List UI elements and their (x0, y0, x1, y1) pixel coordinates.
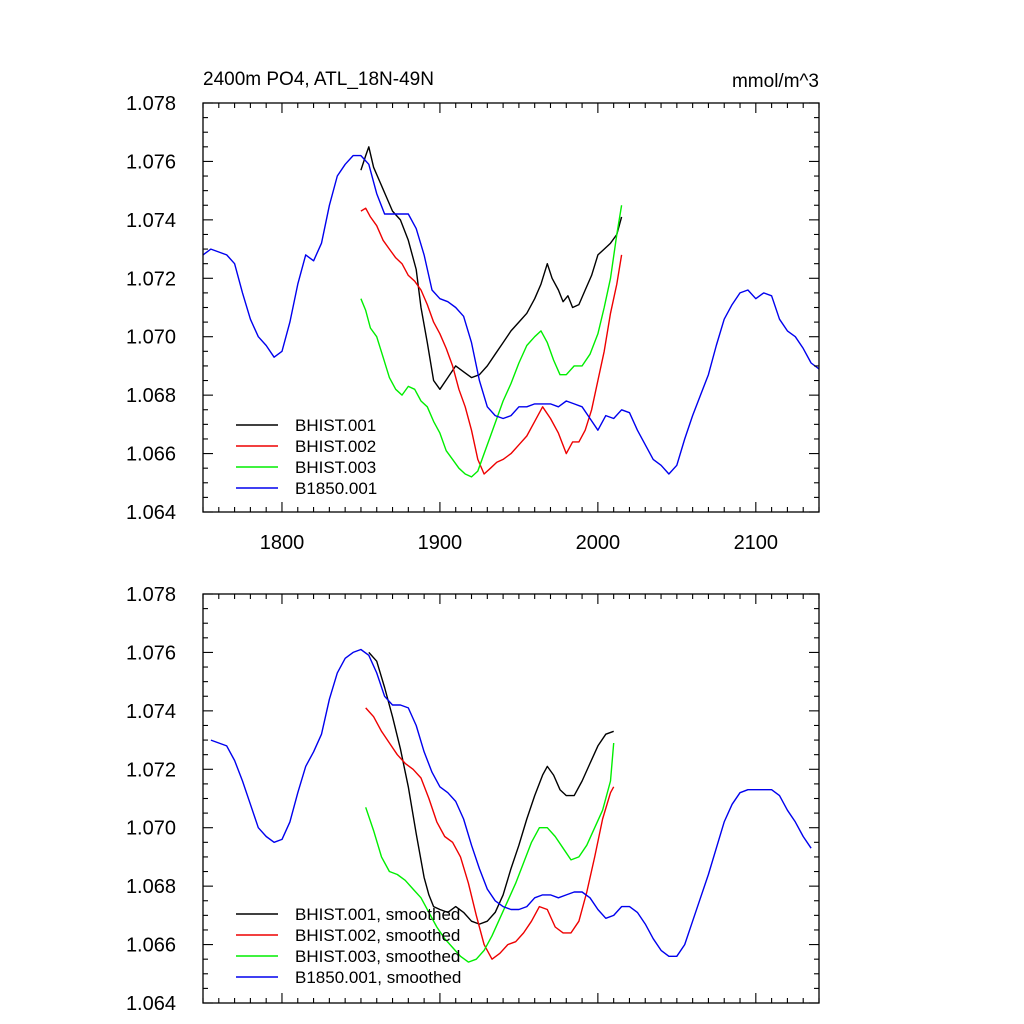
series-layer (210, 648, 812, 963)
y-tick-label: 1.068 (126, 385, 176, 407)
axes-layer: 1.064 1.066 1.068 1.070 1.072 1.074 1.076 1.078 (126, 584, 820, 1015)
x-tick-label: 2000 (576, 532, 621, 554)
series-layer (202, 146, 820, 478)
series-line-bhist-002 (360, 207, 623, 475)
units-label: mmol/m^3 (732, 71, 819, 92)
axes-layer: 1800 1900 2000 2100 1.064 1.066 1.068 1.070 1.07… (126, 93, 820, 554)
series-line-bhist-001 (360, 146, 623, 390)
y-tick-label: 1.072 (126, 759, 176, 781)
x-tick-label: 2100 (734, 532, 779, 554)
series-line-bhist-001-smoothed (368, 651, 614, 925)
legend-label-b1850-001-smoothed: B1850.001, smoothed (295, 968, 461, 987)
y-tick-label: 1.076 (126, 151, 176, 173)
y-tick-label: 1.074 (126, 701, 176, 723)
y-tick-label: 1.070 (126, 818, 176, 840)
bottom-panel: 1.064 1.066 1.068 1.070 1.072 1.074 1.076 1.078… (126, 584, 820, 1015)
y-tick-label: 1.064 (126, 502, 176, 524)
legend-label-bhist-003: BHIST.003 (295, 458, 376, 477)
legend: BHIST.001 BHIST.002 BHIST.003 B1850.001 (236, 416, 377, 498)
y-tick-label: 1.074 (126, 210, 176, 232)
legend-label-bhist-003-smoothed: BHIST.003, smoothed (295, 947, 460, 966)
series-line-bhist-003 (360, 205, 623, 478)
top-panel: 2400m PO4, ATL_18N-49N mmol/m^3 1800 1900… (126, 69, 820, 554)
legend-label-bhist-002-smoothed: BHIST.002, smoothed (295, 926, 460, 945)
legend-label-b1850-001: B1850.001 (295, 479, 377, 498)
y-tick-label: 1.078 (126, 93, 176, 115)
y-tick-label: 1.068 (126, 876, 176, 898)
y-tick-label: 1.066 (126, 935, 176, 957)
series-line-b1850-001 (202, 154, 820, 475)
series-line-bhist-003-smoothed (365, 742, 615, 963)
y-tick-label: 1.070 (126, 327, 176, 349)
series-line-b1850-001-smoothed (210, 648, 812, 957)
legend: BHIST.001, smoothed BHIST.002, smoothed BH… (236, 905, 461, 987)
y-tick-label: 1.064 (126, 993, 176, 1015)
legend-label-bhist-001-smoothed: BHIST.001, smoothed (295, 905, 460, 924)
y-tick-label: 1.072 (126, 268, 176, 290)
y-tick-label: 1.076 (126, 642, 176, 664)
chart-title: 2400m PO4, ATL_18N-49N (203, 69, 434, 90)
x-tick-label: 1900 (418, 532, 463, 554)
series-line-bhist-002-smoothed (365, 707, 615, 960)
y-tick-label: 1.066 (126, 444, 176, 466)
legend-label-bhist-002: BHIST.002 (295, 437, 376, 456)
x-tick-label: 1800 (260, 532, 305, 554)
legend-label-bhist-001: BHIST.001 (295, 416, 376, 435)
y-tick-label: 1.078 (126, 584, 176, 606)
